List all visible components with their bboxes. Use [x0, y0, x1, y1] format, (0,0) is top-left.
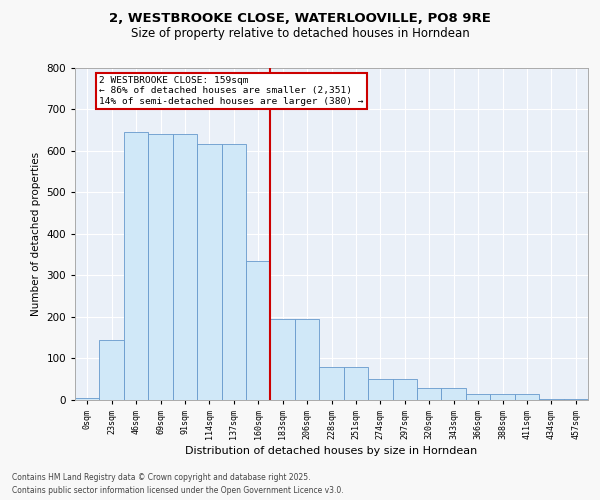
Bar: [319, 367, 344, 400]
Bar: [515, 394, 539, 400]
Bar: [271, 319, 295, 400]
Text: Contains public sector information licensed under the Open Government Licence v3: Contains public sector information licen…: [12, 486, 344, 495]
Bar: [563, 399, 588, 400]
Bar: [295, 319, 319, 400]
X-axis label: Distribution of detached houses by size in Horndean: Distribution of detached houses by size …: [185, 446, 478, 456]
Text: Size of property relative to detached houses in Horndean: Size of property relative to detached ho…: [131, 28, 469, 40]
Bar: [173, 134, 197, 400]
Bar: [442, 388, 466, 400]
Bar: [344, 367, 368, 400]
Text: Contains HM Land Registry data © Crown copyright and database right 2025.: Contains HM Land Registry data © Crown c…: [12, 474, 311, 482]
Bar: [246, 261, 271, 400]
Bar: [124, 132, 148, 400]
Bar: [417, 388, 442, 400]
Bar: [392, 379, 417, 400]
Bar: [75, 398, 100, 400]
Bar: [466, 394, 490, 400]
Bar: [490, 394, 515, 400]
Bar: [221, 144, 246, 400]
Text: 2, WESTBROOKE CLOSE, WATERLOOVILLE, PO8 9RE: 2, WESTBROOKE CLOSE, WATERLOOVILLE, PO8 …: [109, 12, 491, 26]
Bar: [100, 340, 124, 400]
Bar: [148, 134, 173, 400]
Bar: [368, 379, 392, 400]
Y-axis label: Number of detached properties: Number of detached properties: [31, 152, 41, 316]
Bar: [539, 399, 563, 400]
Bar: [197, 144, 221, 400]
Text: 2 WESTBROOKE CLOSE: 159sqm
← 86% of detached houses are smaller (2,351)
14% of s: 2 WESTBROOKE CLOSE: 159sqm ← 86% of deta…: [100, 76, 364, 106]
